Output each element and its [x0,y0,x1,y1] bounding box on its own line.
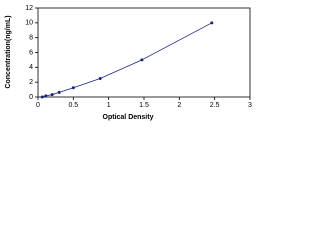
y-tick-label: 6 [29,49,33,56]
data-point [98,76,102,80]
data-point [57,90,61,94]
fit-curve [42,22,213,98]
y-axis-title: Concentration(ng/mL) [5,15,12,88]
data-point [40,95,44,99]
data-point [71,86,75,90]
x-tick-label: 3 [248,102,252,109]
data-point [44,94,48,98]
x-axis-title: Optical Density [103,114,154,121]
x-tick-label: 0 [36,102,40,109]
data-point [210,21,214,25]
y-tick-label: 12 [25,5,33,12]
plot-frame [37,7,251,98]
x-tick-label: 1 [107,102,111,109]
x-tick-label: 1.5 [139,102,149,109]
y-tick-label: 2 [29,79,33,86]
y-tick-label: 8 [29,35,33,42]
chart: Optical Density Concentration(ng/mL) 0 2 4… [5,5,252,121]
data-point [50,93,54,97]
y-tick-label: 10 [25,20,33,27]
x-tick-label: 0.5 [68,102,78,109]
y-tick-label: 0 [29,94,33,101]
y-tick-label: 4 [29,64,33,71]
x-tick-label: 2 [177,102,181,109]
x-tick-label: 2.5 [210,102,220,109]
data-point [140,58,144,62]
